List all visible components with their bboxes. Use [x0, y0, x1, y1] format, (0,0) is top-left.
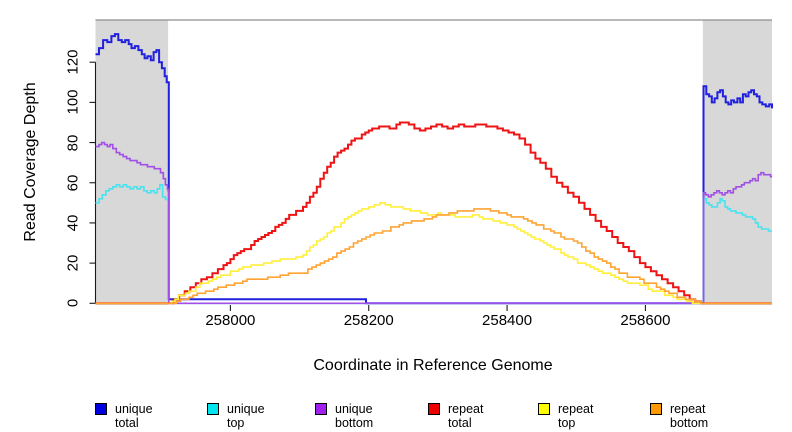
- y-tick-label: 100: [64, 89, 82, 115]
- legend-label: repeat top: [558, 402, 594, 430]
- shaded-region-right-flank: [702, 20, 772, 305]
- y-axis-title: Read Coverage Depth: [22, 82, 39, 242]
- x-tick-label: 258000: [205, 312, 256, 329]
- y-tick-label: 20: [64, 254, 82, 272]
- x-tick-label: 258200: [343, 312, 394, 329]
- legend-swatch: [207, 403, 219, 415]
- legend-swatch: [428, 403, 440, 415]
- y-tick-label: 0: [64, 299, 82, 308]
- series-unique-bottom: [95, 141, 772, 305]
- y-tick-label: 80: [64, 134, 82, 151]
- series-repeat-total: [95, 121, 772, 305]
- legend-label: repeat total: [448, 402, 484, 430]
- y-tick-label: 40: [64, 214, 82, 232]
- legend-swatch: [650, 403, 662, 415]
- y-tick-label: 120: [64, 49, 82, 75]
- legend-label: unique total: [115, 402, 153, 430]
- legend-label: unique bottom: [335, 402, 374, 430]
- x-tick-label: 258600: [620, 312, 671, 329]
- legend-label: unique top: [227, 402, 265, 430]
- y-tick-label: 60: [64, 174, 82, 192]
- series-unique-total: [95, 33, 773, 305]
- legend-swatch: [95, 403, 107, 415]
- series-repeat-bottom: [95, 208, 772, 305]
- x-tick-label: 258400: [482, 312, 533, 329]
- series-unique-top: [95, 184, 772, 305]
- x-axis-title: Coordinate in Reference Genome: [313, 357, 553, 374]
- shaded-region-left-flank: [95, 20, 169, 305]
- legend-label: repeat bottom: [670, 402, 709, 430]
- series-repeat-top: [95, 202, 772, 305]
- legend-swatch: [538, 403, 550, 415]
- legend-swatch: [315, 403, 327, 415]
